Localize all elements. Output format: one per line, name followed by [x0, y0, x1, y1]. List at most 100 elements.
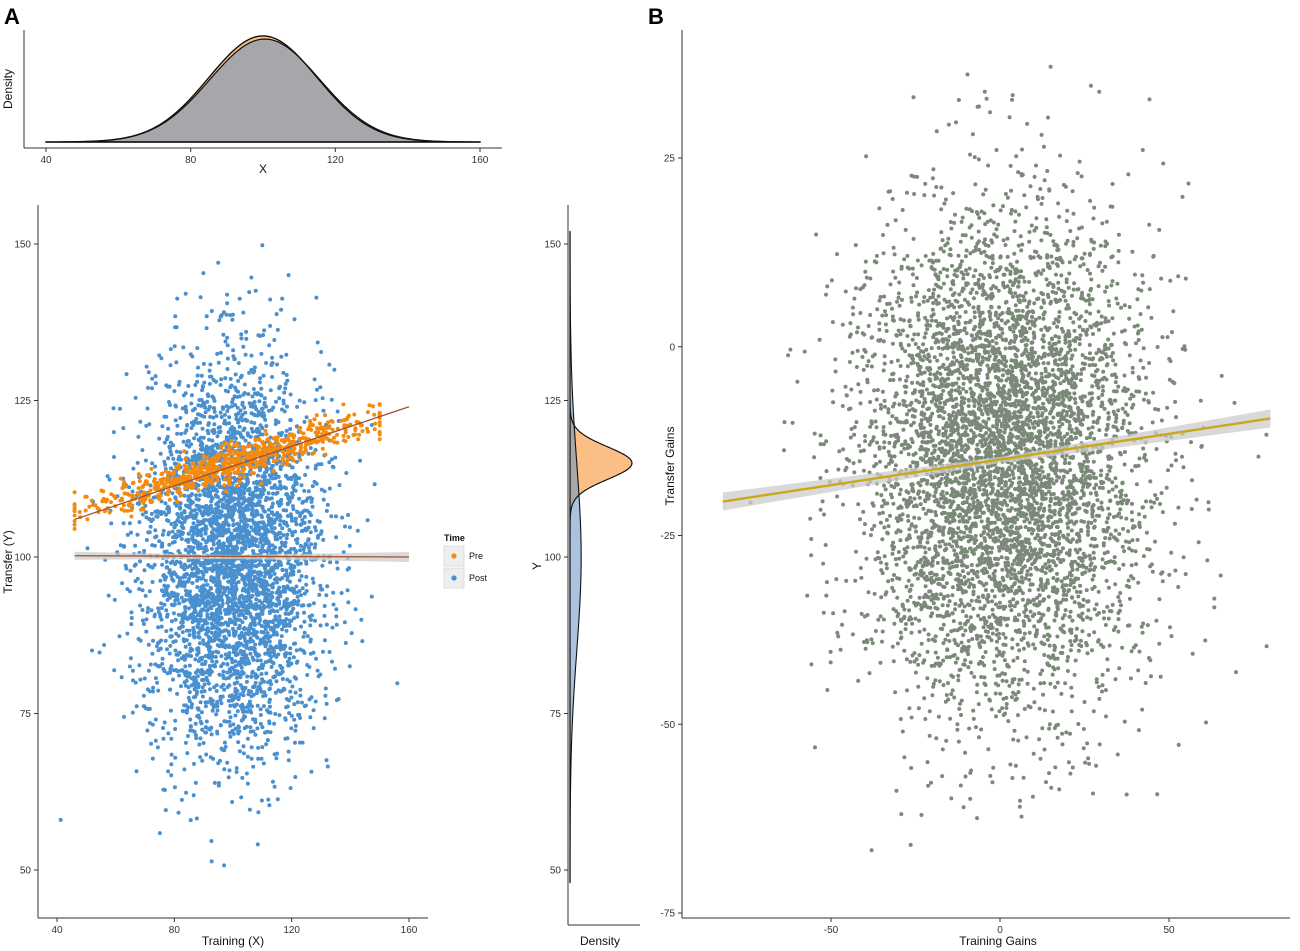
point-post [186, 685, 191, 690]
point-post [315, 387, 319, 392]
point-post [264, 549, 269, 554]
point-post [212, 663, 217, 668]
point-post [112, 455, 116, 459]
point-post [311, 601, 316, 606]
point-post [158, 578, 163, 583]
point-post [197, 641, 202, 646]
point-post [277, 593, 282, 598]
point-post [249, 560, 254, 565]
point-post [283, 716, 288, 721]
panel-label-b: B [648, 4, 664, 29]
point-gains [864, 154, 869, 159]
point-post [171, 443, 175, 448]
point-post [190, 581, 195, 585]
point-post [269, 363, 274, 367]
point-pre [175, 476, 180, 481]
point-post [209, 621, 214, 626]
point-post [200, 520, 204, 525]
point-post [172, 525, 177, 529]
point-post [153, 535, 158, 540]
point-post [218, 723, 223, 728]
point-post [329, 514, 334, 519]
point-post [198, 443, 203, 448]
point-post [206, 681, 211, 686]
point-pre [248, 465, 253, 469]
point-post [222, 863, 227, 868]
point-post [228, 385, 233, 390]
point-post [292, 675, 297, 680]
point-post [278, 467, 283, 472]
point-post [281, 401, 286, 406]
point-post [313, 525, 317, 530]
point-post [189, 683, 194, 688]
point-post [222, 418, 227, 423]
point-pre [335, 440, 340, 445]
point-post [269, 665, 274, 669]
point-post [181, 637, 186, 642]
point-post [203, 704, 208, 709]
point-post [299, 624, 303, 629]
point-post [212, 398, 217, 403]
point-post [315, 519, 320, 523]
point-post [159, 356, 164, 361]
point-pre [228, 445, 233, 450]
point-post [249, 411, 254, 416]
point-post [334, 560, 339, 565]
point-post [225, 662, 230, 666]
point-post [142, 622, 146, 626]
point-post [246, 578, 251, 583]
point-post [275, 515, 280, 520]
point-pre [227, 456, 232, 461]
point-post [273, 712, 278, 716]
point-post [304, 582, 309, 587]
point-post [283, 589, 287, 594]
point-post [248, 651, 253, 656]
point-post [334, 535, 339, 540]
point-post [249, 525, 254, 530]
point-post [200, 513, 205, 518]
point-post [258, 681, 263, 686]
point-post [201, 488, 206, 493]
point-post [216, 592, 221, 597]
point-post [194, 416, 199, 421]
point-post [245, 481, 250, 486]
point-post [248, 404, 253, 409]
point-post [183, 644, 188, 649]
point-post [199, 440, 204, 445]
y-tick-label: 75 [20, 709, 32, 720]
point-post [237, 505, 242, 510]
point-post [199, 600, 204, 605]
point-post [228, 313, 233, 318]
point-post [247, 639, 252, 644]
point-post [259, 386, 264, 391]
point-post [208, 585, 213, 590]
point-post [208, 727, 213, 732]
point-post [247, 499, 251, 504]
point-post [175, 597, 180, 602]
point-post [249, 756, 254, 761]
x-tick-label: 120 [283, 925, 300, 936]
point-post [230, 400, 235, 405]
point-post [222, 687, 227, 692]
point-post [148, 524, 153, 529]
point-post [242, 405, 247, 410]
point-post [243, 529, 248, 534]
point-post [298, 693, 303, 698]
point-post [297, 398, 302, 403]
point-post [248, 542, 252, 547]
point-gains [988, 110, 992, 115]
point-post [259, 525, 264, 530]
point-pre [253, 438, 258, 443]
point-post [294, 584, 299, 589]
point-post [249, 710, 254, 715]
point-post [230, 430, 235, 435]
point-post [182, 567, 187, 572]
point-post [323, 686, 328, 691]
point-post [313, 699, 318, 704]
point-gains [1012, 728, 1017, 733]
point-post [177, 673, 182, 678]
point-post [195, 578, 199, 583]
point-post [272, 784, 277, 789]
point-pre [183, 457, 188, 462]
point-post [198, 736, 203, 741]
